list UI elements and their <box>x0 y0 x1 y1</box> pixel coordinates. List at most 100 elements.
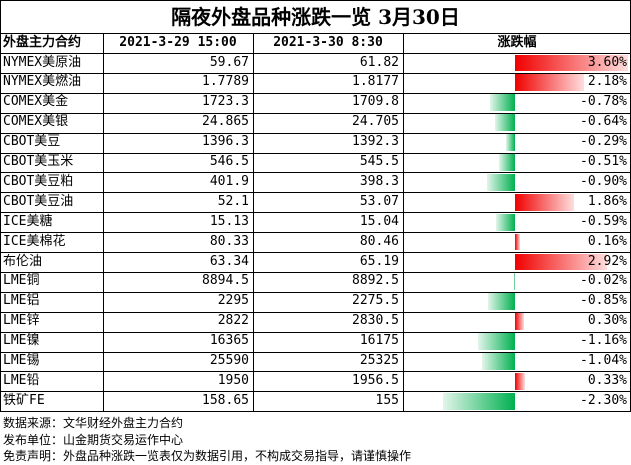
cell: 16175 <box>359 333 399 349</box>
cell: 0.33% <box>587 372 627 388</box>
contract-name: CBOT美玉米 <box>3 154 74 169</box>
change-bar <box>515 372 526 390</box>
cell: 1723.3 <box>202 94 249 110</box>
contract-name: NYMEX美原油 <box>3 54 82 70</box>
cell: 1.86% <box>587 193 627 209</box>
cell: 0.30% <box>587 313 627 329</box>
border <box>0 0 1 412</box>
contract-name: LME铅 <box>3 372 40 388</box>
column-header: 外盘主力合约 <box>3 35 82 50</box>
row-line <box>0 411 631 412</box>
cell: 2275.5 <box>352 293 399 309</box>
contract-name: LME铝 <box>3 293 40 309</box>
row-line <box>0 73 631 74</box>
cell: 398.3 <box>359 173 399 189</box>
cell: 8892.5 <box>352 273 399 289</box>
change-bar <box>490 94 515 112</box>
border <box>0 0 631 1</box>
cell: 53.07 <box>359 193 399 209</box>
cell: -0.64% <box>580 114 627 130</box>
row-line <box>0 391 631 392</box>
cell: -2.30% <box>580 392 627 408</box>
contract-name: CBOT美豆粕 <box>3 173 74 189</box>
cell: 15.13 <box>209 213 249 229</box>
cell: 2822 <box>217 313 249 329</box>
col-line <box>253 33 254 412</box>
cell: 16365 <box>209 333 249 349</box>
change-bar <box>496 213 515 231</box>
row-line <box>0 93 631 94</box>
contract-name: LME铜 <box>3 273 40 289</box>
footer-line: 免责声明：外盘品种涨跌一览表仅为数据引用，不构成交易指导，请谨慎操作 <box>3 449 412 464</box>
cell: 2.18% <box>587 74 627 90</box>
contract-name: 铁矿FE <box>3 392 45 408</box>
change-bar <box>478 333 515 350</box>
change-bar <box>515 74 584 92</box>
contract-name: LME锡 <box>3 353 40 368</box>
cell: -0.90% <box>580 173 627 189</box>
change-bar <box>514 273 515 291</box>
row-line <box>0 153 631 154</box>
row-line <box>0 272 631 273</box>
cell: 24.705 <box>352 114 399 130</box>
cell: 63.34 <box>209 253 249 269</box>
row-line <box>0 252 631 253</box>
row-line <box>0 192 631 193</box>
change-bar <box>494 114 515 132</box>
cell: -0.85% <box>580 293 627 309</box>
contract-name: LME锌 <box>3 313 40 329</box>
cell: 0.16% <box>587 233 627 249</box>
cell: 24.865 <box>202 114 249 130</box>
cell: 15.04 <box>359 213 399 229</box>
row-line <box>0 172 631 173</box>
footer-line: 发布单位：山金期货交易运作中心 <box>3 432 184 447</box>
change-bar <box>486 173 515 191</box>
contract-name: NYMEX美燃油 <box>3 74 82 90</box>
cell: 2.92% <box>587 253 627 269</box>
title: 隔夜外盘品种涨跌一览 3月30日 <box>171 5 460 29</box>
cell: 80.46 <box>359 233 399 249</box>
cell: -0.51% <box>580 154 627 169</box>
change-bar <box>515 253 607 271</box>
change-bar <box>515 193 574 211</box>
cell: 2295 <box>217 293 249 309</box>
row-line <box>0 133 631 134</box>
row-line <box>0 232 631 233</box>
contract-name: COMEX美银 <box>3 114 69 130</box>
cell: 1950 <box>217 372 249 388</box>
change-bar <box>442 392 515 410</box>
cell: 1396.3 <box>202 134 249 150</box>
column-header: 2021-3-30 8:30 <box>273 35 383 50</box>
column-header: 涨跌幅 <box>497 35 537 50</box>
cell: 155 <box>375 392 399 408</box>
footer-line: 数据来源：文华财经外盘主力合约 <box>3 416 184 431</box>
cell: -0.02% <box>580 273 627 289</box>
cell: 1392.3 <box>352 134 399 150</box>
cell: 401.9 <box>209 173 249 189</box>
cell: 80.33 <box>209 233 249 249</box>
change-bar <box>505 134 515 151</box>
cell: 61.82 <box>359 54 399 70</box>
row-line <box>0 371 631 372</box>
row-line <box>0 352 631 353</box>
cell: 3.60% <box>587 54 627 70</box>
contract-name: CBOT美豆 <box>3 134 61 150</box>
change-bar <box>498 154 515 171</box>
cell: 25325 <box>359 353 399 368</box>
change-bar <box>488 293 515 311</box>
contract-name: ICE美糖 <box>3 213 53 229</box>
change-bar <box>515 313 525 331</box>
cell: 1.8177 <box>352 74 399 90</box>
cell: 1.7789 <box>202 74 249 90</box>
contract-name: LME镍 <box>3 333 40 349</box>
row-line <box>0 212 631 213</box>
cell: 25590 <box>209 353 249 368</box>
border <box>0 33 631 34</box>
contract-name: CBOT美豆油 <box>3 193 74 209</box>
cell: 52.1 <box>217 193 249 209</box>
col-line <box>103 33 104 412</box>
row-line <box>0 332 631 333</box>
cell: -0.29% <box>580 134 627 150</box>
cell: 65.19 <box>359 253 399 269</box>
